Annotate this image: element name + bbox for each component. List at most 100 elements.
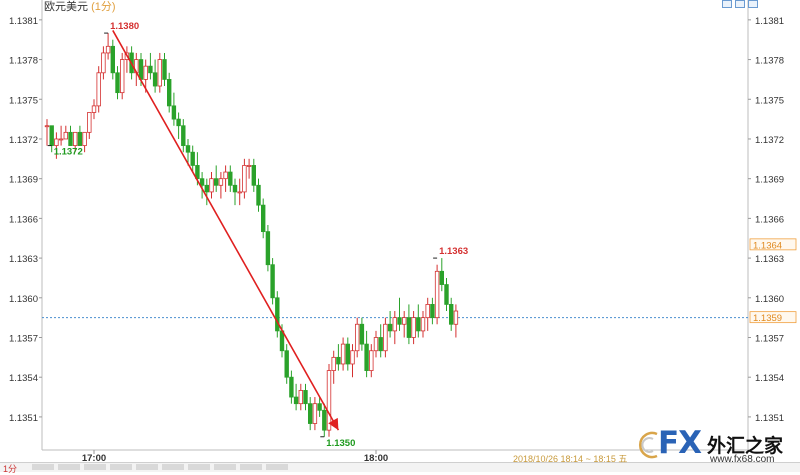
price-marker-label: 1.1359 <box>753 313 782 324</box>
chart-title: 欧元美元 (1分) <box>44 0 116 14</box>
candle-body <box>185 145 191 153</box>
candle-body <box>77 131 83 146</box>
indicator-tab[interactable] <box>266 464 288 470</box>
candle-body <box>364 343 369 371</box>
indicator-tab[interactable] <box>214 464 236 470</box>
indicator-tab[interactable] <box>58 464 80 470</box>
candle-body <box>411 317 416 338</box>
y-tick-label-right: 1.1366 <box>755 214 784 225</box>
candle-body <box>120 59 125 94</box>
x-tick-label: 17:00 <box>82 453 106 464</box>
timeframe-label: (1分) <box>91 1 116 13</box>
candle-body <box>82 131 87 146</box>
y-tick-label-left: 1.1372 <box>9 135 38 146</box>
candle-body <box>157 59 162 87</box>
y-tick-label-left: 1.1366 <box>9 214 38 225</box>
y-tick-label-left: 1.1375 <box>9 95 38 106</box>
candle-body <box>401 317 407 325</box>
y-tick-label-right: 1.1381 <box>755 16 784 27</box>
price-annotation: 1.1363 <box>439 246 468 257</box>
candle-body <box>148 65 153 74</box>
y-tick-label-right: 1.1363 <box>755 254 784 265</box>
candle-body <box>444 284 449 305</box>
y-tick-label-right: 1.1357 <box>755 334 784 345</box>
candle-body <box>68 131 73 146</box>
candle-body <box>223 171 228 180</box>
candle-body <box>336 356 341 365</box>
candle-body <box>322 409 327 431</box>
candle-body <box>110 45 115 74</box>
y-tick-label-right: 1.1354 <box>755 373 784 384</box>
candle-body <box>166 79 172 107</box>
y-tick-label-left: 1.1378 <box>9 56 38 67</box>
candle-body <box>430 304 435 319</box>
candle-body <box>289 376 294 398</box>
candle-body <box>44 125 50 128</box>
candle-body <box>387 323 393 332</box>
logo-swirl-icon <box>639 431 658 459</box>
candle-body <box>176 118 181 127</box>
candle-body <box>143 65 148 80</box>
logo-chinese-name: 外汇之家 <box>707 435 784 457</box>
price-annotation: 1.1380 <box>110 21 139 32</box>
y-tick-label-left: 1.1351 <box>9 413 38 424</box>
chart-tool-button[interactable] <box>722 0 732 8</box>
candle-body <box>256 184 261 206</box>
candle-body <box>171 105 177 120</box>
chart-tool-button[interactable] <box>735 0 745 8</box>
candle-body <box>448 304 454 325</box>
logo-brand: FX <box>658 425 702 461</box>
indicator-tab[interactable] <box>110 464 132 470</box>
tab-interval[interactable]: 1分 <box>3 464 18 474</box>
indicator-tab[interactable] <box>240 464 262 470</box>
candle-body <box>425 304 430 319</box>
candle-body <box>260 204 266 233</box>
candle-body <box>138 59 144 80</box>
indicator-tab[interactable] <box>32 464 54 470</box>
candle-body <box>406 317 412 338</box>
candle-body <box>416 317 421 332</box>
y-tick-label-left: 1.1354 <box>9 373 38 384</box>
indicator-tab[interactable] <box>188 464 210 470</box>
candle-body <box>369 350 374 371</box>
indicator-tab[interactable] <box>136 464 158 470</box>
y-tick-label-right: 1.1378 <box>755 56 784 67</box>
candle-body <box>340 343 346 365</box>
candle-body <box>317 403 322 411</box>
indicator-tab[interactable] <box>162 464 184 470</box>
y-tick-label-right: 1.1372 <box>755 135 784 146</box>
candle-body <box>303 390 308 405</box>
candle-body <box>378 337 383 352</box>
candle-body <box>218 178 224 186</box>
candle-body <box>199 178 205 186</box>
y-tick-label-right: 1.1375 <box>755 95 784 106</box>
candle-body <box>439 270 444 285</box>
candle-body <box>392 317 397 332</box>
candle-body <box>326 370 332 431</box>
y-tick-label-left: 1.1363 <box>9 254 38 265</box>
candle-body <box>284 350 289 378</box>
candle-body <box>434 270 440 319</box>
x-tick-label: 18:00 <box>364 453 388 464</box>
candle-body <box>383 323 388 352</box>
y-tick-label-left: 1.1381 <box>9 16 38 27</box>
candle-body <box>270 264 275 299</box>
price-marker-label: 1.1364 <box>753 240 782 251</box>
candle-body <box>420 317 426 332</box>
chart-tool-button[interactable] <box>748 0 758 8</box>
y-tick-label-right: 1.1360 <box>755 294 784 305</box>
candle-body <box>115 72 120 94</box>
trend-arrow-line <box>112 30 340 431</box>
indicator-tab[interactable] <box>84 464 106 470</box>
candle-body <box>91 105 97 113</box>
candle-body <box>204 184 209 193</box>
candle-body <box>73 131 78 146</box>
candle-body <box>58 138 64 141</box>
price-marker-box <box>749 238 797 251</box>
candle-body <box>275 297 280 332</box>
candle-body <box>228 171 233 186</box>
trend-arrow-head <box>328 417 339 431</box>
y-tick-label-left: 1.1357 <box>9 334 38 345</box>
candle-body <box>331 356 336 371</box>
